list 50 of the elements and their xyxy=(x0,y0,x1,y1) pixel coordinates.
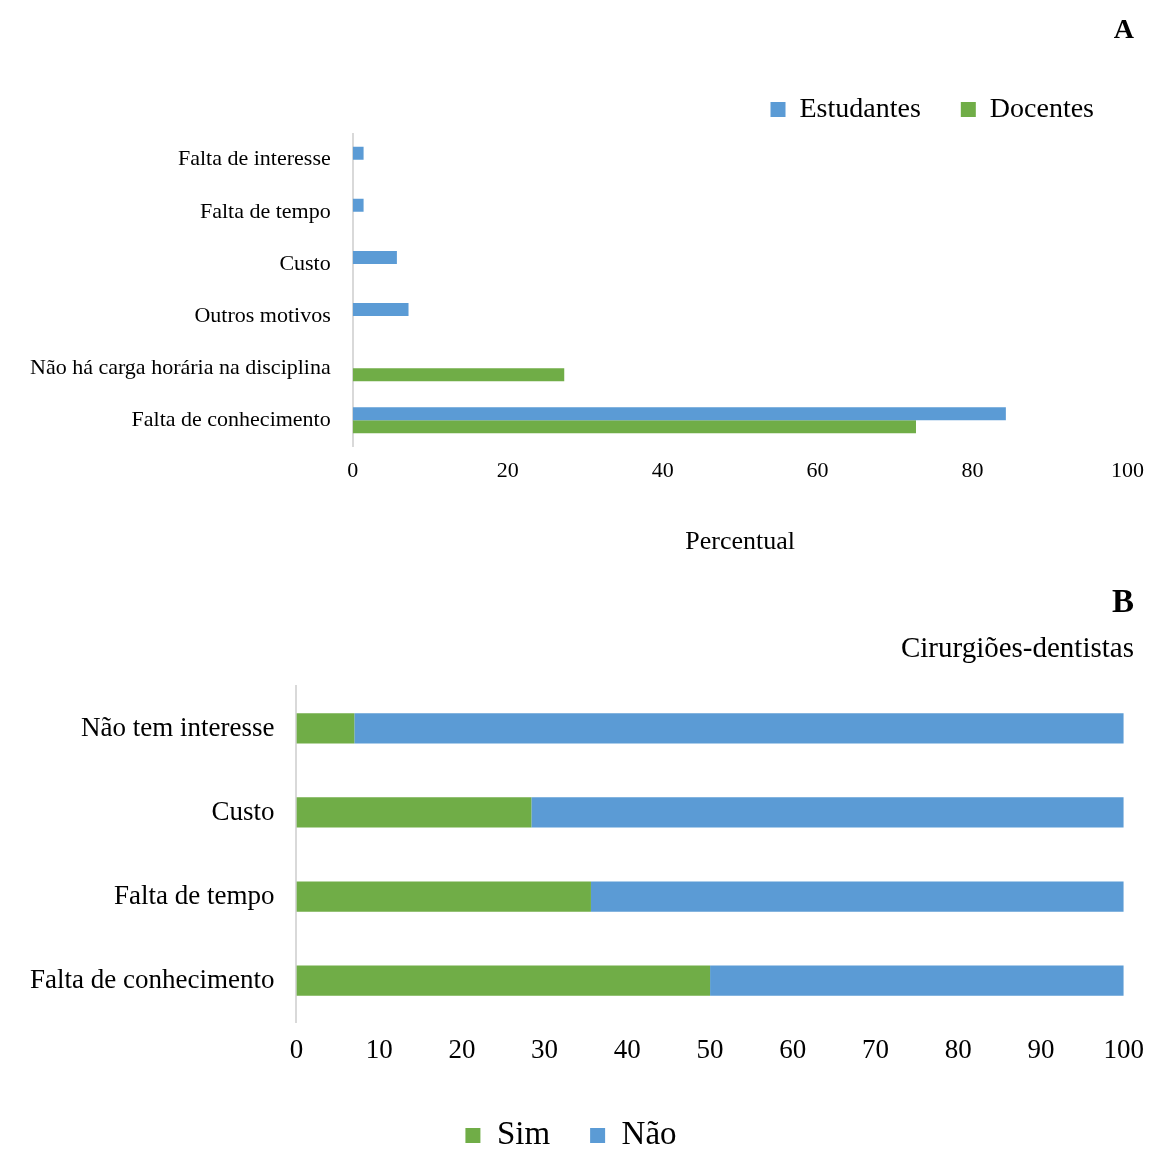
bar xyxy=(590,881,1124,912)
x-tick-label: 40 xyxy=(651,457,674,483)
y-tick-label: Falta de tempo xyxy=(199,197,331,223)
x-axis-title: Percentual xyxy=(685,526,795,556)
x-tick-label: 100 xyxy=(1111,457,1144,483)
x-tick-label: 40 xyxy=(613,1033,641,1064)
x-tick-label: 70 xyxy=(862,1033,890,1064)
y-tick-label: Não tem interesse xyxy=(80,711,275,742)
chart-title: A xyxy=(1113,13,1135,45)
x-tick-label: 20 xyxy=(496,457,519,483)
bar xyxy=(296,881,591,912)
bar xyxy=(531,797,1124,828)
x-tick-label: 100 xyxy=(1103,1033,1144,1064)
bar xyxy=(352,250,397,264)
chart-subtitle: Cirurgiões-dentistas xyxy=(900,630,1134,663)
y-tick-label: Falta de conhecimento xyxy=(29,963,275,994)
bar xyxy=(352,303,409,317)
x-tick-label: 80 xyxy=(944,1033,972,1064)
bar xyxy=(352,407,1006,421)
legend-label: Docentes xyxy=(989,91,1095,123)
x-tick-label: 60 xyxy=(806,457,829,483)
x-tick-label: 90 xyxy=(1027,1033,1055,1064)
x-tick-label: 10 xyxy=(365,1033,393,1064)
x-tick-label: 20 xyxy=(448,1033,476,1064)
x-tick-label: 80 xyxy=(961,457,984,483)
bar xyxy=(352,198,364,212)
bar xyxy=(354,713,1124,744)
chart-title: B xyxy=(1111,583,1134,620)
x-tick-label: 30 xyxy=(531,1033,559,1064)
bar xyxy=(296,797,532,828)
y-tick-label: Custo xyxy=(279,249,331,275)
y-tick-label: Não há carga horária na disciplina xyxy=(29,353,331,379)
x-tick-label: 0 xyxy=(289,1033,304,1064)
y-tick-label: Falta de tempo xyxy=(113,879,275,910)
y-tick-label: Outros motivos xyxy=(194,301,331,327)
legend-label: Não xyxy=(621,1115,677,1152)
bar xyxy=(352,146,364,160)
bar xyxy=(352,368,565,382)
x-tick-label: 50 xyxy=(696,1033,724,1064)
x-tick-label: 0 xyxy=(347,457,359,483)
legend-label: Sim xyxy=(496,1115,551,1152)
x-tick-label: 60 xyxy=(779,1033,807,1064)
bar xyxy=(710,965,1124,996)
y-tick-label: Custo xyxy=(211,795,275,826)
y-tick-label: Falta de conhecimento xyxy=(131,406,331,432)
bar xyxy=(296,965,711,996)
bar xyxy=(296,713,355,744)
y-tick-label: Falta de interesse xyxy=(178,145,331,171)
legend-label: Estudantes xyxy=(799,91,921,123)
bar xyxy=(352,420,916,434)
